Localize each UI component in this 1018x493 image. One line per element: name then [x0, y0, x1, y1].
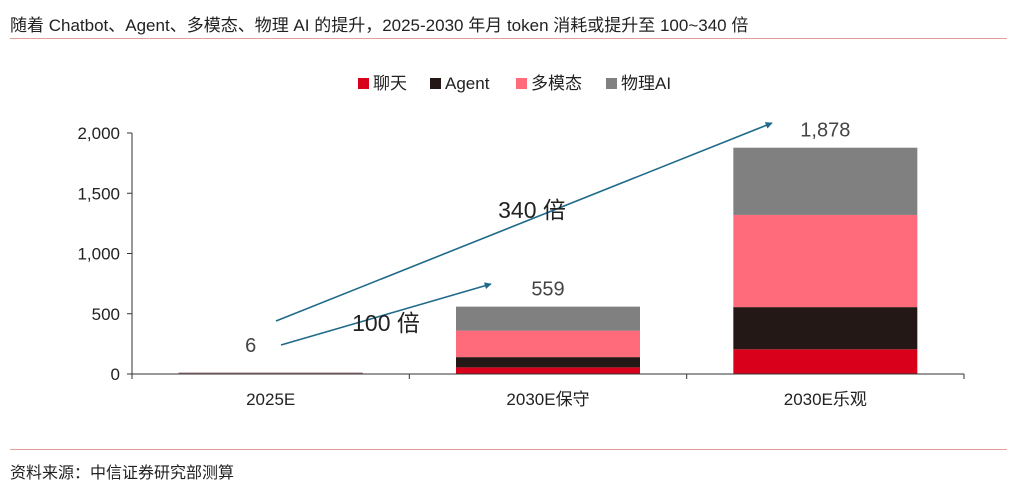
y-tick-label: 0: [111, 365, 120, 384]
chart-legend: 聊天 Agent 多模态 物理AI: [358, 74, 671, 93]
x-category-label: 2030E乐观: [784, 390, 867, 409]
legend-label-2: Agent: [445, 74, 490, 93]
y-tick-label: 1,000: [77, 245, 120, 264]
bars: 6 559 1,878: [178, 120, 918, 374]
growth-label-340x: 340 倍: [498, 197, 566, 223]
page-title: 随着 Chatbot、Agent、多模态、物理 AI 的提升，2025-2030…: [10, 16, 749, 35]
legend-label-3: 多模态: [531, 74, 582, 93]
growth-arrow-340x: [275, 122, 773, 322]
legend-label-1: 聊天: [373, 74, 407, 93]
title-divider: [10, 38, 1007, 39]
footer-divider: [10, 449, 1007, 450]
total-label: 559: [531, 279, 564, 301]
bar-segment-2-cat-2: [456, 357, 640, 368]
legend-swatch-4: [606, 78, 617, 89]
bar-segment-1-cat-2: [456, 367, 640, 374]
growth-annotations: 100 倍 340 倍: [275, 122, 773, 346]
bar-segment-4-cat-2: [456, 306, 640, 331]
legend-swatch-1: [358, 78, 369, 89]
legend-swatch-3: [516, 78, 527, 89]
y-tick-label: 2,000: [77, 124, 120, 143]
bar-segment-1-cat-3: [733, 349, 918, 374]
bar-segment-4-cat-1: [178, 372, 363, 374]
bar-segment-2-cat-3: [733, 307, 918, 350]
y-axis: 0 500 1,000 1,500 2,000: [77, 124, 133, 384]
y-tick-label: 1,500: [77, 184, 120, 203]
bar-segment-3-cat-3: [733, 214, 918, 308]
legend-label-4: 物理AI: [621, 74, 671, 93]
total-label: 1,878: [800, 120, 850, 142]
bar-segment-4-cat-3: [733, 147, 918, 215]
growth-label-100x: 100 倍: [352, 310, 420, 336]
source-note: 资料来源：中信证券研究部测算: [10, 465, 235, 482]
bar-segment-3-cat-2: [456, 330, 640, 358]
growth-arrow-100x: [280, 282, 492, 346]
legend-swatch-2: [430, 78, 441, 89]
total-label: 6: [245, 335, 256, 357]
x-category-label: 2030E保守: [506, 390, 589, 409]
x-category-label: 2025E: [246, 390, 295, 409]
x-axis: 2025E 2030E保守 2030E乐观: [131, 373, 965, 409]
y-tick-label: 500: [92, 305, 120, 324]
